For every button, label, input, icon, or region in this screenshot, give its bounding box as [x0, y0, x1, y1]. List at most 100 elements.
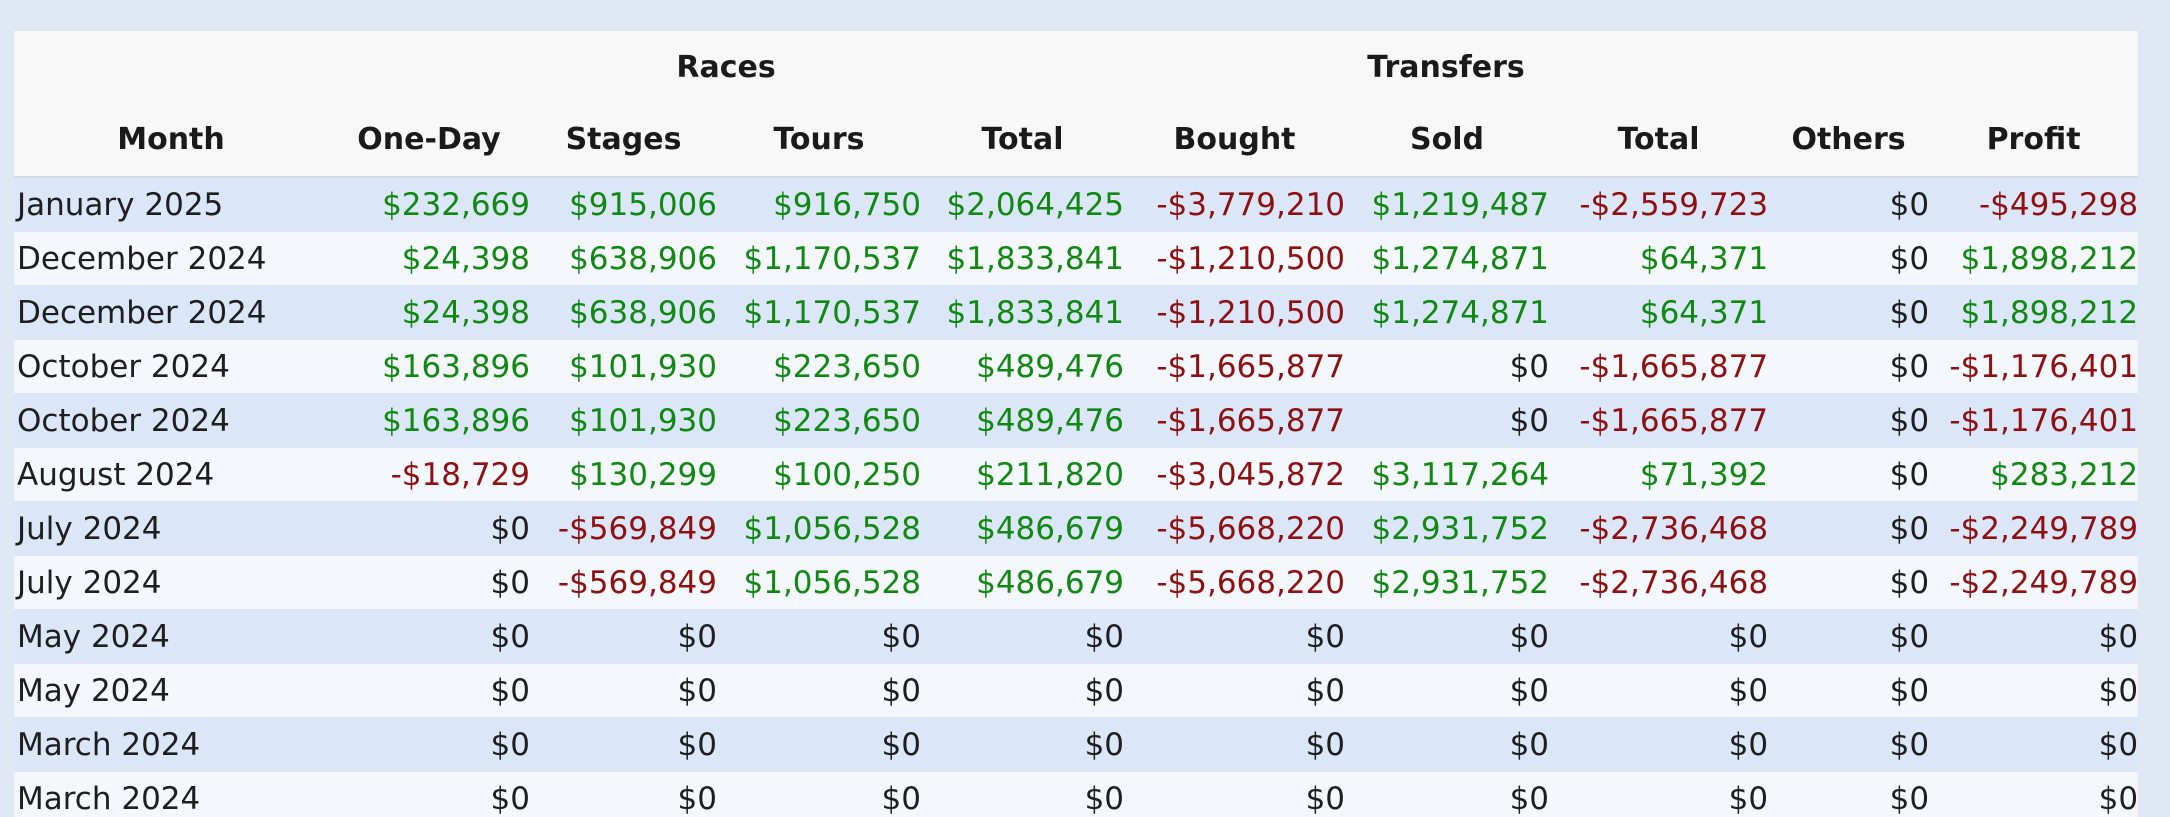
column-header-profit[interactable]: Profit: [1986, 122, 2081, 157]
column-header-month[interactable]: Month: [117, 122, 225, 157]
cell-transfers-total: $0: [1549, 771, 1769, 817]
group-header-transfers: Transfers: [1367, 49, 1525, 85]
column-header-sold[interactable]: Sold: [1410, 122, 1485, 157]
cell-sold: $1,274,871: [1345, 231, 1550, 286]
table-row[interactable]: January 2025 $232,669 $915,006 $916,750 $2,0…: [14, 177, 2138, 232]
cell-tours: $1,056,528: [717, 555, 921, 610]
cell-transfers-total: -$1,665,877: [1549, 339, 1769, 394]
cell-one-day: $0: [328, 663, 530, 718]
cell-profit: $1,898,212: [1929, 285, 2138, 340]
cell-transfers-total: -$1,665,877: [1549, 393, 1769, 448]
cell-tours: $100,250: [717, 447, 921, 502]
cell-bought: -$1,665,877: [1124, 393, 1346, 448]
cell-bought: -$3,779,210: [1124, 177, 1346, 232]
cell-month: December 2024: [14, 231, 328, 286]
table-row[interactable]: July 2024 $0 -$569,849 $1,056,528 $486,679 -$…: [14, 555, 2138, 610]
cell-others: $0: [1768, 555, 1930, 610]
column-header-stages[interactable]: Stages: [565, 122, 682, 157]
table-row[interactable]: October 2024 $163,896 $101,930 $223,650 $489…: [14, 393, 2138, 448]
column-header-transfers-total[interactable]: Total: [1617, 122, 1700, 157]
cell-one-day: $0: [328, 609, 530, 664]
cell-tours: $0: [717, 771, 921, 817]
cell-one-day: -$18,729: [328, 447, 530, 502]
cell-sold: $0: [1345, 771, 1550, 817]
cell-sold: $0: [1345, 393, 1550, 448]
cell-races-total: $489,476: [921, 393, 1125, 448]
cell-profit: $0: [1929, 771, 2138, 817]
cell-bought: -$1,210,500: [1124, 231, 1346, 286]
table-row[interactable]: May 2024 $0 $0 $0 $0 $0 $0 $0 $0 $0: [14, 663, 2138, 718]
cell-profit: $283,212: [1929, 447, 2138, 502]
column-header-bought[interactable]: Bought: [1173, 122, 1296, 157]
finance-table-panel: Races Transfers Month One-Day Stages Tou…: [14, 31, 2138, 817]
cell-others: $0: [1768, 501, 1930, 556]
cell-profit: -$1,176,401: [1929, 393, 2138, 448]
cell-others: $0: [1768, 663, 1930, 718]
cell-stages: $638,906: [530, 231, 717, 286]
column-header-tours[interactable]: Tours: [773, 122, 865, 157]
cell-bought: -$3,045,872: [1124, 447, 1346, 502]
cell-bought: -$5,668,220: [1124, 555, 1346, 610]
cell-bought: $0: [1124, 771, 1346, 817]
table-header: Races Transfers Month One-Day Stages Tou…: [14, 31, 2138, 177]
table-row[interactable]: December 2024 $24,398 $638,906 $1,170,537 $1…: [14, 231, 2138, 286]
cell-one-day: $0: [328, 501, 530, 556]
cell-tours: $0: [717, 663, 921, 718]
table-row[interactable]: March 2024 $0 $0 $0 $0 $0 $0 $0 $0 $0: [14, 717, 2138, 772]
table-row[interactable]: July 2024 $0 -$569,849 $1,056,528 $486,679 -$…: [14, 501, 2138, 556]
column-header-races-total[interactable]: Total: [981, 122, 1064, 157]
cell-transfers-total: -$2,736,468: [1549, 501, 1769, 556]
table-row[interactable]: October 2024 $163,896 $101,930 $223,650 $489…: [14, 339, 2138, 394]
cell-transfers-total: -$2,559,723: [1549, 177, 1769, 232]
cell-sold: $3,117,264: [1345, 447, 1550, 502]
cell-tours: $916,750: [717, 177, 921, 232]
cell-tours: $1,170,537: [717, 231, 921, 286]
table-row[interactable]: May 2024 $0 $0 $0 $0 $0 $0 $0 $0 $0: [14, 609, 2138, 664]
cell-sold: $0: [1345, 609, 1550, 664]
cell-stages: $101,930: [530, 339, 717, 394]
cell-one-day: $0: [328, 717, 530, 772]
cell-sold: $0: [1345, 663, 1550, 718]
cell-stages: $130,299: [530, 447, 717, 502]
cell-one-day: $163,896: [328, 339, 530, 394]
cell-one-day: $0: [328, 771, 530, 817]
cell-stages: -$569,849: [530, 501, 717, 556]
cell-races-total: $1,833,841: [921, 231, 1125, 286]
cell-tours: $1,056,528: [717, 501, 921, 556]
cell-month: July 2024: [14, 501, 328, 556]
cell-profit: $0: [1929, 609, 2138, 664]
table-row[interactable]: March 2024 $0 $0 $0 $0 $0 $0 $0 $0 $0: [14, 771, 2138, 817]
cell-sold: $2,931,752: [1345, 501, 1550, 556]
table-row[interactable]: December 2024 $24,398 $638,906 $1,170,537 $1…: [14, 285, 2138, 340]
cell-month: January 2025: [14, 177, 328, 232]
cell-tours: $223,650: [717, 339, 921, 394]
cell-stages: $638,906: [530, 285, 717, 340]
cell-others: $0: [1768, 231, 1930, 286]
cell-others: $0: [1768, 771, 1930, 817]
column-header-others[interactable]: Others: [1791, 122, 1906, 157]
column-header-one-day[interactable]: One-Day: [357, 122, 501, 157]
cell-profit: -$1,176,401: [1929, 339, 2138, 394]
cell-transfers-total: $71,392: [1549, 447, 1769, 502]
cell-month: December 2024: [14, 285, 328, 340]
cell-tours: $0: [717, 717, 921, 772]
cell-month: May 2024: [14, 663, 328, 718]
cell-transfers-total: $64,371: [1549, 231, 1769, 286]
cell-others: $0: [1768, 339, 1930, 394]
cell-tours: $0: [717, 609, 921, 664]
cell-stages: $0: [530, 609, 717, 664]
cell-races-total: $2,064,425: [921, 177, 1125, 232]
cell-one-day: $24,398: [328, 285, 530, 340]
cell-bought: -$5,668,220: [1124, 501, 1346, 556]
cell-sold: $2,931,752: [1345, 555, 1550, 610]
cell-month: March 2024: [14, 717, 328, 772]
cell-bought: -$1,665,877: [1124, 339, 1346, 394]
cell-one-day: $163,896: [328, 393, 530, 448]
column-header-row: Month One-Day Stages Tours Total Bought …: [14, 103, 2138, 177]
cell-stages: $101,930: [530, 393, 717, 448]
cell-stages: $0: [530, 771, 717, 817]
cell-one-day: $232,669: [328, 177, 530, 232]
table-row[interactable]: August 2024 -$18,729 $130,299 $100,250 $211,…: [14, 447, 2138, 502]
cell-bought: $0: [1124, 663, 1346, 718]
cell-profit: $1,898,212: [1929, 231, 2138, 286]
